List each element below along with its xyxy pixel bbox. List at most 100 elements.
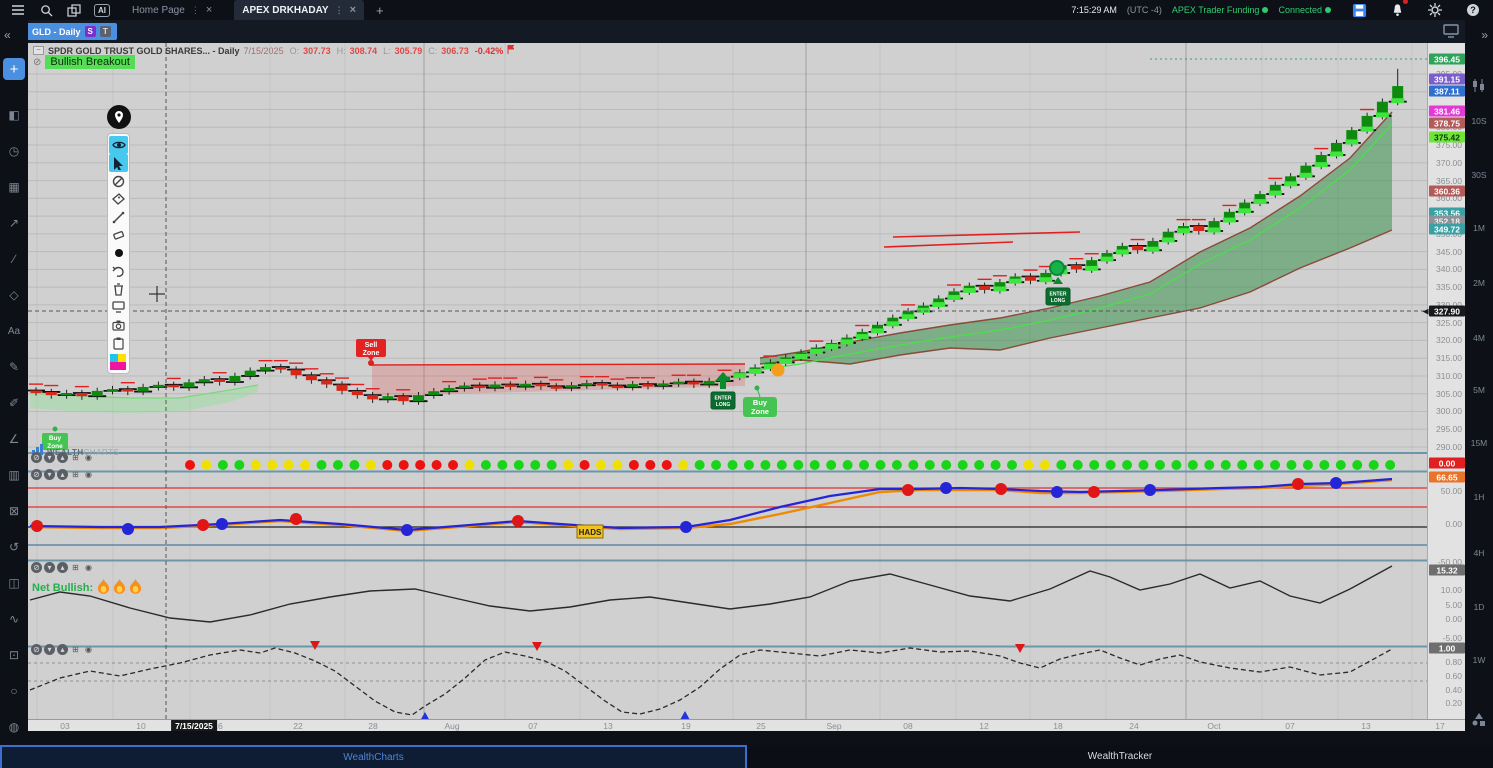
shapes-icon[interactable]: ◇ — [9, 288, 19, 302]
timeframe-1m[interactable]: 1M — [1473, 223, 1485, 233]
compare-icon[interactable]: ◫ — [8, 576, 20, 590]
trend-icon[interactable]: ↗ — [8, 216, 20, 230]
add-indicator-button[interactable]: ⊞ — [72, 645, 79, 654]
add-button[interactable]: + — [3, 58, 25, 80]
move-up-button[interactable]: ▴ — [57, 644, 68, 655]
menu-icon[interactable] — [8, 1, 28, 19]
sell-zone-badge[interactable] — [356, 339, 386, 357]
visibility-button[interactable]: ◉ — [85, 453, 92, 462]
tab-close-icon[interactable]: × — [349, 4, 357, 16]
screenshot-icon[interactable] — [1443, 24, 1459, 43]
time-icon[interactable]: ◷ — [8, 144, 20, 158]
chart-tab-gld-daily[interactable]: GLD - Daily S T — [26, 23, 117, 40]
tag-tool-icon[interactable] — [109, 190, 128, 208]
color-palette-icon[interactable] — [110, 354, 127, 371]
buy-zone-badge-small[interactable] — [42, 433, 68, 450]
calendar-icon[interactable]: ▦ — [8, 180, 20, 194]
eraser-tool-icon[interactable] — [109, 226, 128, 244]
visibility-button[interactable]: ◉ — [85, 563, 92, 572]
search-icon[interactable] — [36, 1, 56, 19]
cursor-tool-icon[interactable] — [109, 154, 128, 172]
watchlist-icon[interactable]: ◧ — [8, 108, 20, 122]
timeframe-1d[interactable]: 1D — [1473, 602, 1485, 612]
move-down-button[interactable]: ▾ — [44, 452, 55, 463]
move-up-button[interactable]: ▴ — [57, 452, 68, 463]
tab-menu-icon[interactable]: ⋮ — [190, 4, 200, 15]
account-name[interactable]: APEX Trader Funding — [1172, 5, 1269, 15]
undo-tool-icon[interactable] — [109, 262, 128, 280]
hide-panel-button[interactable]: ⊘ — [31, 469, 42, 480]
save-icon[interactable] — [1349, 1, 1369, 19]
gear-icon[interactable] — [1425, 1, 1445, 19]
collapse-header-icon[interactable]: − — [33, 46, 44, 55]
visibility-button[interactable]: ◉ — [85, 645, 92, 654]
display-tool-icon[interactable] — [109, 298, 128, 316]
timeframe-30s[interactable]: 30S — [1471, 170, 1487, 180]
timeframe-2m[interactable]: 2M — [1473, 278, 1485, 288]
visibility-button[interactable]: ◉ — [85, 470, 92, 479]
timeframe-4m[interactable]: 4M — [1473, 333, 1485, 343]
brush-icon[interactable]: ✐ — [8, 396, 20, 410]
bell-icon[interactable] — [1387, 0, 1408, 19]
timeframe-15m[interactable]: 15M — [1470, 438, 1488, 448]
timeframe-4h[interactable]: 4H — [1473, 548, 1485, 558]
ai-assistant-icon[interactable]: AI — [94, 3, 110, 17]
hide-panel-button[interactable]: ⊘ — [31, 644, 42, 655]
move-up-button[interactable]: ▴ — [57, 469, 68, 480]
expand-panel-icon[interactable]: » — [1481, 28, 1488, 42]
ban-tool-icon[interactable] — [109, 172, 128, 190]
layout-icon[interactable]: ▥ — [8, 468, 20, 482]
eye-tool-icon[interactable] — [109, 136, 128, 154]
enter-long-badge[interactable] — [710, 391, 736, 410]
line-tool-icon[interactable] — [109, 208, 128, 226]
erase-icon[interactable]: ⊠ — [8, 504, 20, 518]
tab-home-page[interactable]: Home Page ⋮ × — [124, 0, 220, 20]
trash-tool-icon[interactable] — [109, 280, 128, 298]
move-up-button[interactable]: ▴ — [57, 562, 68, 573]
timeframe-1w[interactable]: 1W — [1472, 655, 1486, 665]
shapes-panel-icon[interactable] — [1471, 712, 1487, 731]
windows-icon[interactable] — [64, 1, 84, 19]
trendline-icon[interactable]: ∕ — [12, 252, 15, 266]
add-indicator-button[interactable]: ⊞ — [72, 563, 79, 572]
tab-wealthcharts[interactable]: WealthCharts — [0, 745, 747, 768]
dot-tool-icon[interactable] — [109, 244, 128, 262]
tab-apex-drkhaday[interactable]: APEX DRKHADAY ⋮ × — [234, 0, 365, 20]
hide-panel-button[interactable]: ⊘ — [31, 562, 42, 573]
hads-label-badge[interactable] — [576, 524, 604, 539]
resistance-trendline[interactable] — [883, 241, 1014, 248]
tab-close-icon[interactable]: × — [205, 4, 213, 16]
price-chart-canvas[interactable]: SellZoneBuyZoneBuyZoneENTERLONGENTERLONG… — [28, 43, 1427, 719]
refresh-icon[interactable]: ↺ — [8, 540, 20, 554]
add-indicator-button[interactable]: ⊞ — [72, 453, 79, 462]
buy-zone-badge[interactable] — [743, 397, 777, 417]
collapse-sidebar-icon[interactable]: « — [4, 28, 11, 42]
text-icon[interactable]: Aa — [7, 325, 21, 337]
new-tab-button[interactable]: + — [376, 2, 384, 18]
tab-wealthtracker[interactable]: WealthTracker — [747, 745, 1493, 768]
tab-menu-icon[interactable]: ⋮ — [334, 4, 344, 15]
timeframe-1h[interactable]: 1H — [1473, 492, 1485, 502]
move-down-button[interactable]: ▾ — [44, 469, 55, 480]
pin-icon[interactable] — [107, 105, 131, 129]
chart-type-icon[interactable] — [1471, 78, 1486, 98]
time-axis[interactable]: 03 10 16 22 28 Aug 07 13 19 25 Sep 08 12 18 24 Oct 07 13 1… — [28, 719, 1465, 732]
help-icon[interactable]: ? — [1463, 1, 1483, 19]
clipboard-tool-icon[interactable] — [109, 334, 128, 352]
chart-area[interactable]: Sell Zone Buy Zone Buy Zone ENTER LONG ENTER LONG… — [28, 43, 1427, 731]
camera-tool-icon[interactable] — [109, 316, 128, 334]
hide-signal-icon[interactable]: ⊘ — [33, 56, 42, 68]
move-down-button[interactable]: ▾ — [44, 644, 55, 655]
move-down-button[interactable]: ▾ — [44, 562, 55, 573]
hide-panel-button[interactable]: ⊘ — [31, 452, 42, 463]
signals-icon[interactable]: ∿ — [8, 612, 20, 626]
globe-icon[interactable]: ◍ — [8, 720, 20, 734]
timeframe-5m[interactable]: 5M — [1473, 385, 1485, 395]
draw-icon[interactable]: ✎ — [8, 360, 20, 374]
layers-icon[interactable]: ⊡ — [8, 648, 20, 662]
enter-long-badge[interactable] — [1045, 287, 1071, 306]
price-axis[interactable]: 395.00390.00385.00380.00375.00370.00365.… — [1423, 43, 1465, 731]
resistance-trendline[interactable] — [892, 231, 1081, 238]
add-indicator-button[interactable]: ⊞ — [72, 470, 79, 479]
timeframe-10s[interactable]: 10S — [1471, 116, 1487, 126]
